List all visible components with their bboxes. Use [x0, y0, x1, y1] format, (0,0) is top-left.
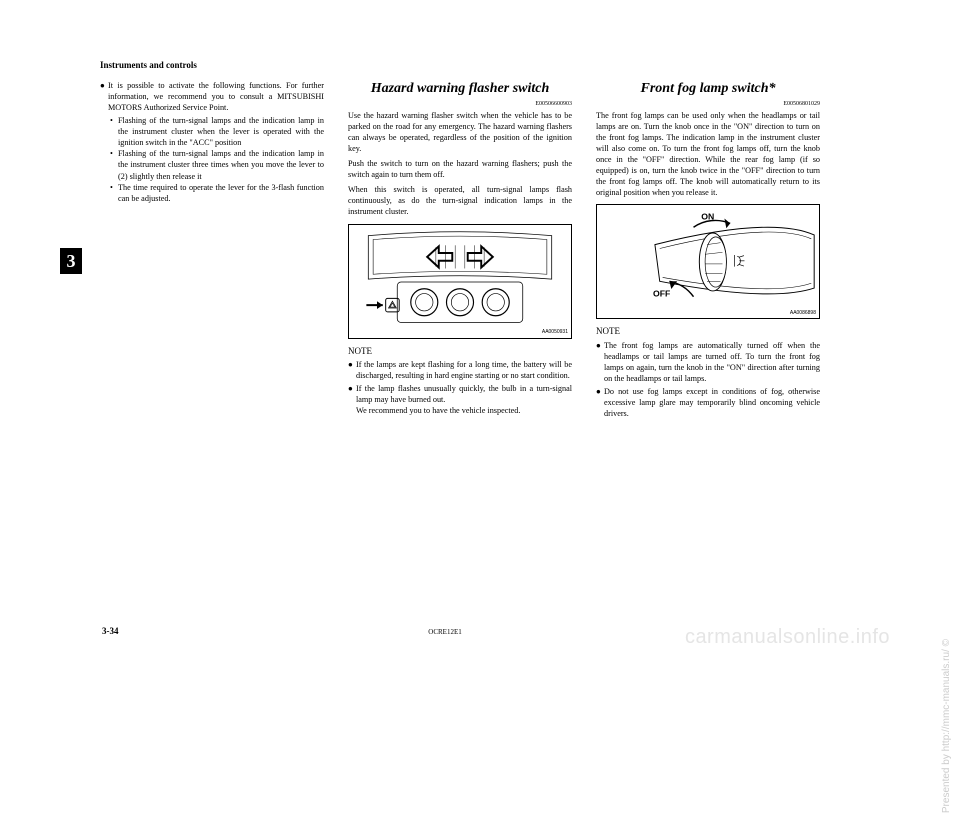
bullet-icon: ●: [596, 340, 604, 384]
paragraph: Push the switch to turn on the hazard wa…: [348, 158, 572, 180]
bullet-text: If the lamp flashes unusually quickly, t…: [356, 383, 572, 416]
bullet-icon: ●: [348, 359, 356, 381]
bullet-text: If the lamps are kept flashing for a lon…: [356, 359, 572, 381]
bullet-text: Do not use fog lamps except in condition…: [604, 386, 820, 419]
bullet-text: The time required to operate the lever f…: [118, 182, 324, 204]
bullet-text: Flashing of the turn-signal lamps and th…: [118, 148, 324, 181]
list-item: ● The front fog lamps are automatically …: [596, 340, 820, 384]
bullet-icon: •: [110, 148, 118, 181]
chapter-number-tab: 3: [60, 248, 82, 274]
paragraph: Use the hazard warning flasher switch wh…: [348, 110, 572, 154]
list-item: • The time required to operate the lever…: [110, 182, 324, 204]
list-item: ● If the lamps are kept flashing for a l…: [348, 359, 572, 381]
bullet-icon: •: [110, 115, 118, 148]
bullet-icon: •: [110, 182, 118, 204]
bullet-text: It is possible to activate the following…: [108, 80, 324, 113]
side-watermark: Presented by http://mmc-manuals.ru/ ©: [941, 639, 952, 813]
note-heading: NOTE: [596, 325, 820, 337]
section-title: Front fog lamp switch*: [596, 80, 820, 99]
note-text-a: If the lamp flashes unusually quickly, t…: [356, 384, 572, 404]
list-item: ● Do not use fog lamps except in conditi…: [596, 386, 820, 419]
section-title: Hazard warning flasher switch: [348, 80, 572, 99]
section-header: Instruments and controls: [100, 60, 820, 70]
list-item: • Flashing of the turn-signal lamps and …: [110, 115, 324, 148]
bottom-watermark: carmanualsonline.info: [685, 626, 890, 649]
figure-code: AA0050931: [542, 329, 568, 336]
on-label-svg: ON: [701, 212, 714, 222]
figure-code: AA0086898: [790, 310, 816, 317]
note-heading: NOTE: [348, 345, 572, 357]
bullet-text: Flashing of the turn-signal lamps and th…: [118, 115, 324, 148]
paragraph: The front fog lamps can be used only whe…: [596, 110, 820, 199]
hazard-diagram-svg: [349, 225, 571, 338]
fog-lamp-diagram-svg: ON OFF: [597, 205, 819, 318]
fog-lamp-switch-figure: ON OFF AA0086898: [596, 204, 820, 319]
manual-page: Instruments and controls ● It is possibl…: [0, 0, 890, 660]
note-text-b: We recommend you to have the vehicle ins…: [356, 406, 520, 415]
section-id: E00506600903: [348, 100, 572, 108]
list-item: • Flashing of the turn-signal lamps and …: [110, 148, 324, 181]
page-number: 3-34: [102, 626, 119, 636]
column-2: Hazard warning flasher switch E005066009…: [348, 80, 572, 421]
bullet-icon: ●: [596, 386, 604, 419]
bullet-icon: ●: [348, 383, 356, 416]
hazard-switch-figure: AA0050931: [348, 224, 572, 339]
column-1: ● It is possible to activate the followi…: [100, 80, 324, 421]
list-item: ● If the lamp flashes unusually quickly,…: [348, 383, 572, 416]
bullet-icon: ●: [100, 80, 108, 113]
content-columns: ● It is possible to activate the followi…: [100, 80, 820, 421]
column-3: Front fog lamp switch* E00506801029 The …: [596, 80, 820, 421]
off-label-svg: OFF: [653, 289, 670, 299]
document-id: OCRE12E1: [428, 628, 461, 636]
section-id: E00506801029: [596, 100, 820, 108]
list-item: ● It is possible to activate the followi…: [100, 80, 324, 113]
paragraph: When this switch is operated, all turn-s…: [348, 184, 572, 217]
bullet-text: The front fog lamps are automatically tu…: [604, 340, 820, 384]
